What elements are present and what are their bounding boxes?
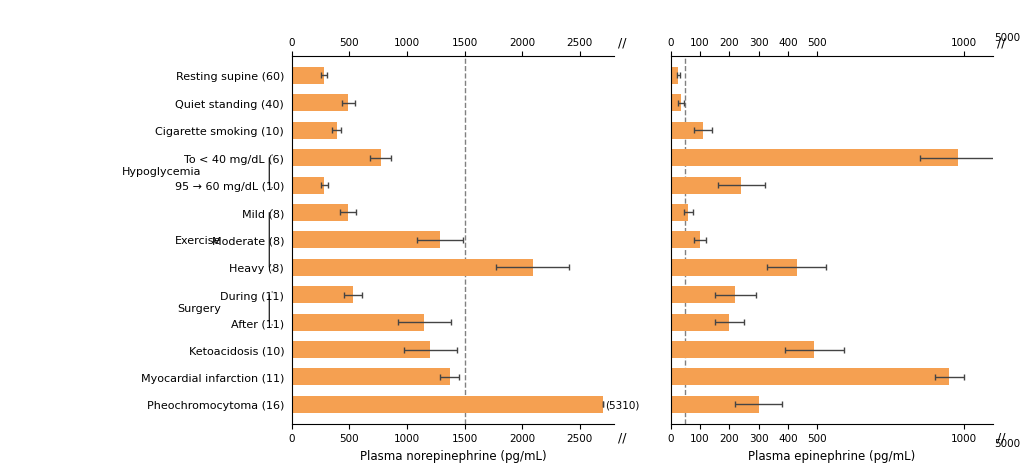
Bar xyxy=(671,177,741,194)
Text: 5000: 5000 xyxy=(993,32,1020,42)
Text: (5310): (5310) xyxy=(605,399,640,409)
Bar xyxy=(671,341,814,358)
Bar xyxy=(292,232,440,249)
Bar xyxy=(292,396,603,413)
Bar xyxy=(671,259,797,276)
Bar xyxy=(292,68,324,85)
Bar xyxy=(671,95,681,112)
Text: Hypoglycemia: Hypoglycemia xyxy=(122,167,202,177)
Bar xyxy=(671,150,958,167)
Bar xyxy=(292,341,430,358)
Text: 5000: 5000 xyxy=(993,438,1020,448)
Bar xyxy=(292,205,348,221)
Bar xyxy=(292,259,532,276)
Text: //: // xyxy=(618,37,627,50)
Bar xyxy=(292,150,381,167)
Bar xyxy=(292,177,324,194)
Text: Surgery: Surgery xyxy=(177,304,221,314)
Bar xyxy=(671,205,688,221)
Bar xyxy=(671,287,735,304)
Bar xyxy=(671,232,700,249)
X-axis label: Plasma norepinephrine (pg/mL): Plasma norepinephrine (pg/mL) xyxy=(359,449,547,462)
Text: //: // xyxy=(997,37,1006,50)
Text: //: // xyxy=(618,431,627,444)
Bar xyxy=(671,396,759,413)
Bar xyxy=(292,122,337,139)
Bar xyxy=(671,68,678,85)
Text: //: // xyxy=(997,431,1006,444)
Bar xyxy=(292,314,424,331)
Bar xyxy=(292,369,450,386)
Bar xyxy=(671,369,949,386)
Bar xyxy=(292,95,348,112)
Bar xyxy=(292,287,353,304)
X-axis label: Plasma epinephrine (pg/mL): Plasma epinephrine (pg/mL) xyxy=(749,449,915,462)
Bar xyxy=(671,314,729,331)
Text: Exercise: Exercise xyxy=(174,236,221,245)
Bar xyxy=(671,122,702,139)
